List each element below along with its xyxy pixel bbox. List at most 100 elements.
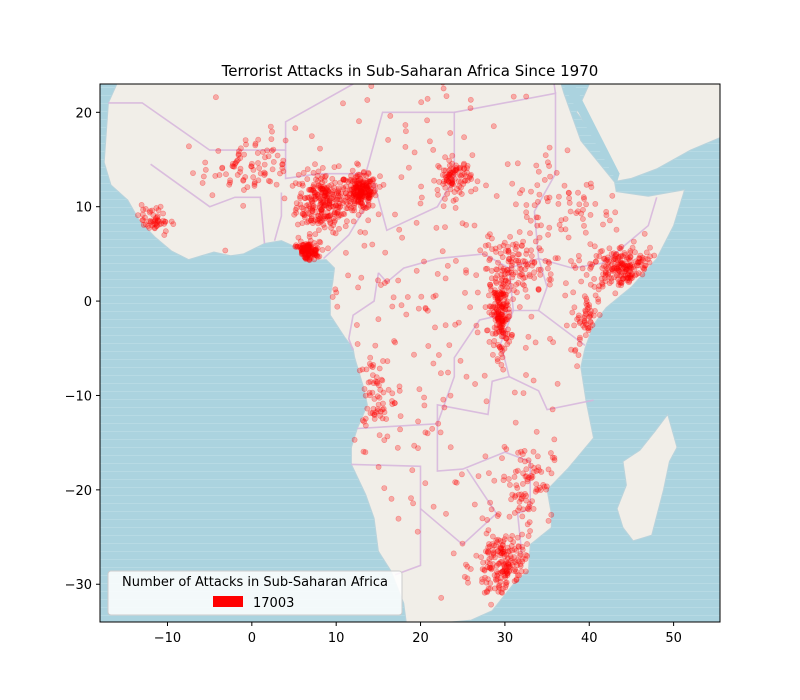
attack-point xyxy=(493,568,500,575)
attack-point xyxy=(316,238,323,245)
attack-point xyxy=(248,163,254,170)
attack-point xyxy=(497,544,504,551)
legend: Number of Attacks in Sub-Saharan Africa … xyxy=(107,570,403,616)
attack-point xyxy=(501,548,508,555)
attack-point xyxy=(301,254,308,261)
attack-point xyxy=(624,274,631,281)
attack-point xyxy=(329,191,335,197)
attack-point xyxy=(576,312,582,319)
attack-point xyxy=(355,211,362,218)
attack-point xyxy=(502,277,509,284)
attack-point xyxy=(450,169,456,176)
attack-point xyxy=(317,218,324,225)
attack-point xyxy=(495,319,502,326)
attack-point xyxy=(619,261,626,268)
attack-point xyxy=(372,409,379,416)
attack-point xyxy=(499,568,506,575)
attack-point xyxy=(356,118,362,125)
attack-point xyxy=(628,271,635,278)
attack-point xyxy=(348,196,355,203)
attack-point xyxy=(332,202,339,209)
attack-point xyxy=(312,247,319,254)
attack-point xyxy=(487,255,493,262)
attack-point xyxy=(380,358,386,364)
attack-point xyxy=(615,281,622,288)
attack-point xyxy=(357,194,364,200)
x-tick-label: 30 xyxy=(497,631,514,646)
attack-point xyxy=(519,271,526,278)
attack-point xyxy=(347,182,354,189)
attack-point xyxy=(501,318,508,325)
attack-point xyxy=(495,315,501,322)
attack-point xyxy=(493,577,500,584)
attack-point xyxy=(370,380,377,386)
attack-point xyxy=(376,365,383,372)
country-border xyxy=(108,84,354,151)
attack-point xyxy=(602,272,609,279)
attack-point xyxy=(495,536,501,543)
attack-point xyxy=(618,260,625,267)
attack-point xyxy=(379,377,386,384)
attack-point xyxy=(515,279,522,286)
attack-point xyxy=(547,335,553,342)
attack-point xyxy=(517,563,524,569)
attack-point xyxy=(634,259,641,266)
attack-point xyxy=(638,258,644,265)
attack-point xyxy=(503,300,510,306)
attack-point xyxy=(306,256,313,262)
attack-point xyxy=(306,251,312,258)
attack-point xyxy=(360,193,367,199)
attack-point xyxy=(307,237,314,244)
attack-point xyxy=(342,177,349,184)
attack-point xyxy=(336,204,343,211)
attack-point xyxy=(494,302,501,309)
attack-point xyxy=(494,358,501,365)
attack-point xyxy=(603,212,610,219)
attack-point xyxy=(156,218,163,225)
attack-point xyxy=(443,179,450,186)
attack-point xyxy=(503,267,510,273)
attack-point xyxy=(502,533,509,540)
attack-point xyxy=(361,189,368,196)
attack-point xyxy=(147,208,154,214)
attack-point xyxy=(227,179,233,186)
attack-point xyxy=(546,163,552,169)
attack-point xyxy=(467,304,473,311)
attack-point xyxy=(364,197,371,204)
attack-point xyxy=(350,190,357,197)
attack-point xyxy=(251,179,258,186)
attack-point xyxy=(346,198,353,204)
attack-point xyxy=(347,199,354,206)
attack-point xyxy=(327,219,334,226)
attack-point xyxy=(621,264,628,271)
attack-point xyxy=(405,164,412,171)
attack-point xyxy=(383,416,390,422)
attack-point xyxy=(496,311,503,317)
attack-point xyxy=(483,589,490,596)
attack-point xyxy=(504,570,511,577)
attack-point xyxy=(324,187,330,194)
attack-point xyxy=(499,585,506,592)
attack-point xyxy=(583,321,589,328)
attack-point xyxy=(493,563,500,569)
attack-point xyxy=(375,401,382,408)
attack-point xyxy=(364,184,370,191)
attack-point xyxy=(326,198,333,205)
attack-point xyxy=(625,275,631,282)
attack-point xyxy=(323,184,330,191)
attack-point xyxy=(351,190,358,197)
attack-point xyxy=(500,546,507,553)
attack-point xyxy=(311,240,318,246)
attack-point xyxy=(498,284,505,291)
attack-point xyxy=(399,234,405,241)
attack-point xyxy=(312,209,319,216)
attack-point xyxy=(157,203,164,210)
attack-point xyxy=(310,187,316,193)
attack-point xyxy=(437,370,444,377)
attack-point xyxy=(485,544,492,551)
attack-point xyxy=(581,324,588,331)
plot-frame xyxy=(99,83,721,623)
attack-point xyxy=(462,289,468,296)
attack-point xyxy=(493,537,500,544)
attack-point xyxy=(345,272,351,279)
